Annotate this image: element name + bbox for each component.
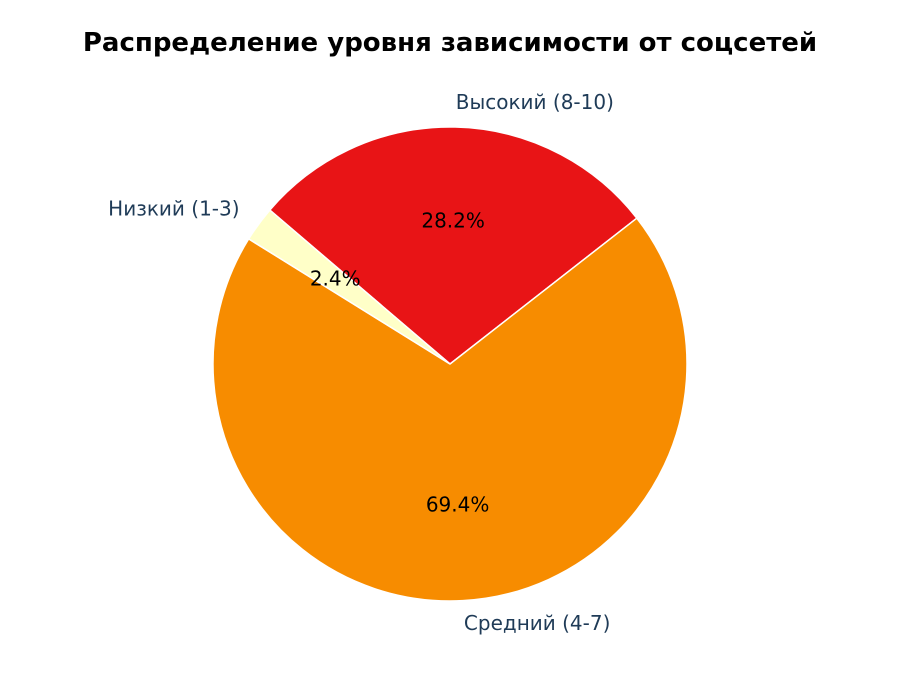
slice-category-label: Средний (4-7)	[464, 611, 611, 635]
chart-title: Распределение уровня зависимости от соцс…	[82, 28, 818, 58]
percent-labels: 28.2% 69.4% 2.4%	[310, 208, 490, 516]
slice-percent-label: 2.4%	[310, 267, 361, 291]
pie-slice	[268, 126, 638, 365]
category-labels: Высокий (8-10) Средний (4-7) Низкий (1-3)	[108, 90, 614, 635]
pie-slice	[212, 217, 688, 602]
slice-category-label: Низкий (1-3)	[108, 197, 239, 221]
pie-slice	[247, 209, 451, 365]
slice-percent-label: 28.2%	[421, 208, 485, 232]
slice-percent-label: 69.4%	[426, 492, 490, 516]
pie-slices	[212, 126, 688, 602]
slice-category-label: Высокий (8-10)	[456, 90, 614, 114]
